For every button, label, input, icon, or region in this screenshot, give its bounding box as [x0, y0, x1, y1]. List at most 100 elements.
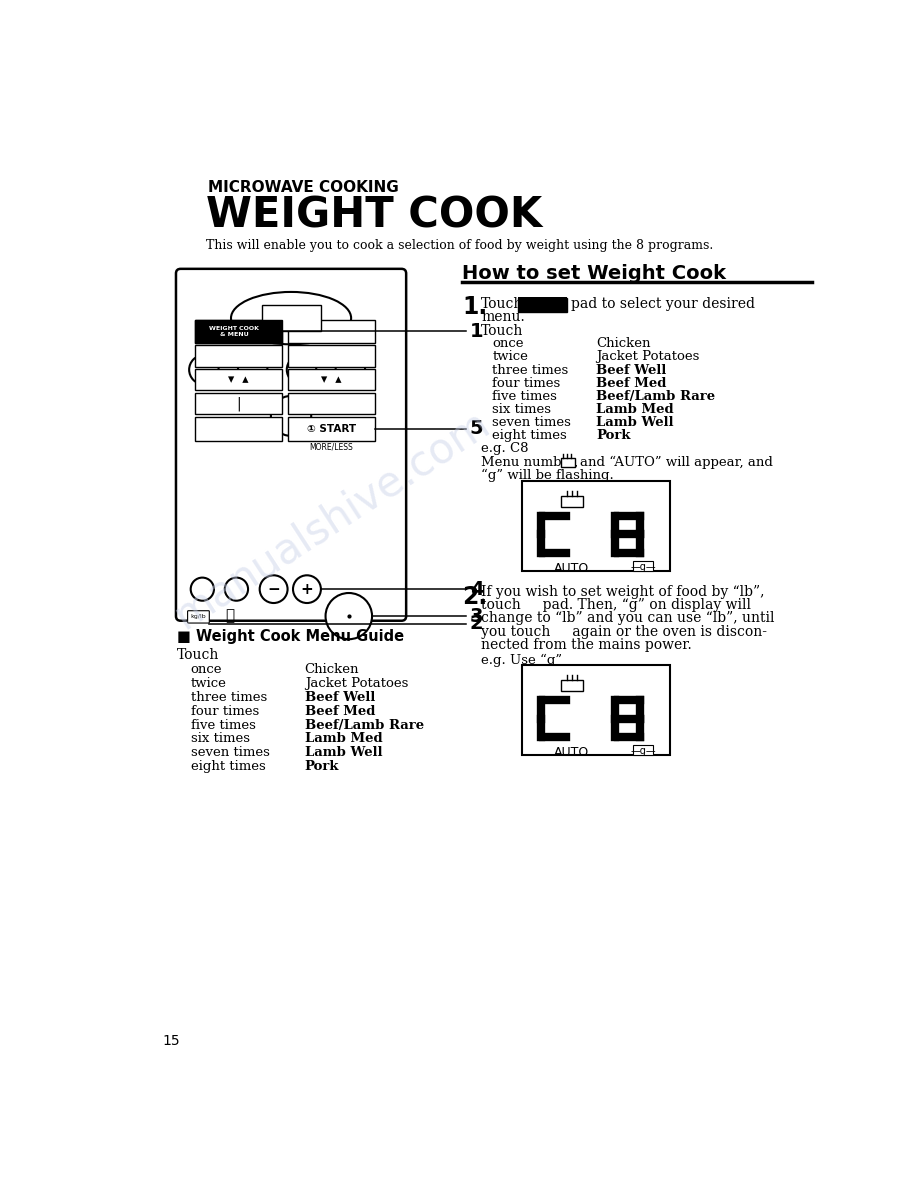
FancyBboxPatch shape	[195, 320, 282, 343]
FancyBboxPatch shape	[176, 268, 406, 620]
Text: e.g. Use “g”: e.g. Use “g”	[481, 653, 563, 668]
Text: Touch: Touch	[481, 324, 523, 339]
Text: Lamb Med: Lamb Med	[596, 403, 674, 416]
Text: eight times: eight times	[492, 429, 567, 442]
Text: AUTO: AUTO	[554, 746, 589, 759]
Text: “g” will be flashing.: “g” will be flashing.	[481, 469, 614, 482]
Text: ▾  ▴: ▾ ▴	[228, 373, 249, 386]
Text: change to “lb” and you can use “lb”, until: change to “lb” and you can use “lb”, unt…	[481, 612, 775, 626]
Text: 2: 2	[470, 614, 483, 633]
Text: |: |	[236, 397, 241, 411]
Text: six times: six times	[191, 732, 250, 745]
Text: kg/lb: kg/lb	[191, 614, 207, 619]
Text: Touch: Touch	[177, 649, 219, 663]
Text: seven times: seven times	[492, 416, 571, 429]
Text: 1.: 1.	[462, 295, 487, 320]
FancyBboxPatch shape	[633, 745, 654, 756]
Text: nected from the mains power.: nected from the mains power.	[481, 638, 692, 652]
Text: twice: twice	[191, 677, 227, 690]
Circle shape	[191, 577, 214, 601]
Text: five times: five times	[492, 390, 557, 403]
Text: menu.: menu.	[481, 310, 525, 324]
Text: Lamb Well: Lamb Well	[305, 746, 382, 759]
FancyBboxPatch shape	[561, 680, 583, 690]
Circle shape	[286, 355, 316, 385]
Circle shape	[238, 355, 267, 385]
Text: Touch: Touch	[481, 297, 523, 311]
Text: MORE/LESS: MORE/LESS	[309, 442, 353, 451]
Text: AUTO: AUTO	[554, 562, 589, 575]
FancyBboxPatch shape	[561, 459, 575, 468]
FancyBboxPatch shape	[287, 417, 375, 441]
Circle shape	[271, 396, 311, 436]
FancyBboxPatch shape	[287, 345, 375, 367]
Text: —g—: —g—	[631, 562, 656, 573]
FancyBboxPatch shape	[561, 497, 583, 507]
Text: WEIGHT COOK
& MENU: WEIGHT COOK & MENU	[521, 299, 565, 310]
Text: Beef/Lamb Rare: Beef/Lamb Rare	[305, 719, 424, 732]
Text: 4: 4	[470, 580, 483, 599]
Text: Chicken: Chicken	[305, 663, 359, 676]
Text: ▾  ▴: ▾ ▴	[321, 373, 341, 386]
Text: ■ Weight Cook Menu Guide: ■ Weight Cook Menu Guide	[177, 630, 404, 644]
Text: touch     pad. Then, “g” on display will: touch pad. Then, “g” on display will	[481, 599, 751, 612]
Text: 3: 3	[470, 607, 483, 626]
Ellipse shape	[231, 292, 351, 345]
Text: 5: 5	[470, 419, 483, 438]
Text: −: −	[267, 582, 280, 596]
FancyBboxPatch shape	[195, 393, 282, 415]
FancyBboxPatch shape	[521, 481, 669, 570]
FancyBboxPatch shape	[195, 417, 282, 441]
Text: Menu number,: Menu number,	[481, 456, 578, 469]
Text: and “AUTO” will appear, and: and “AUTO” will appear, and	[580, 456, 773, 469]
Text: Jacket Potatoes: Jacket Potatoes	[305, 677, 408, 690]
Text: once: once	[492, 337, 523, 350]
Text: seven times: seven times	[191, 746, 270, 759]
Text: Pork: Pork	[305, 760, 339, 773]
Text: five times: five times	[191, 719, 255, 732]
FancyBboxPatch shape	[521, 665, 669, 754]
FancyBboxPatch shape	[518, 298, 567, 312]
FancyBboxPatch shape	[195, 345, 282, 367]
Text: you touch     again or the oven is discon-: you touch again or the oven is discon-	[481, 625, 767, 639]
Text: four times: four times	[191, 704, 259, 718]
Text: +: +	[300, 582, 313, 596]
FancyBboxPatch shape	[287, 369, 375, 391]
Circle shape	[260, 575, 287, 604]
FancyBboxPatch shape	[633, 561, 654, 571]
Text: three times: three times	[191, 690, 267, 703]
FancyBboxPatch shape	[195, 369, 282, 391]
Text: Jacket Potatoes: Jacket Potatoes	[596, 350, 700, 364]
Text: Beef Med: Beef Med	[596, 377, 666, 390]
Circle shape	[189, 355, 218, 385]
Text: MICROWAVE COOKING: MICROWAVE COOKING	[207, 179, 398, 195]
Text: WEIGHT COOK
& MENU: WEIGHT COOK & MENU	[209, 326, 259, 336]
Circle shape	[326, 593, 372, 639]
Text: This will enable you to cook a selection of food by weight using the 8 programs.: This will enable you to cook a selection…	[207, 239, 713, 252]
FancyBboxPatch shape	[187, 611, 209, 623]
Text: —g—: —g—	[631, 746, 656, 757]
Circle shape	[225, 577, 248, 601]
Text: Beef Med: Beef Med	[305, 704, 375, 718]
Circle shape	[336, 355, 365, 385]
Text: 2.: 2.	[462, 586, 487, 609]
Text: ⌛: ⌛	[225, 608, 234, 624]
Text: eight times: eight times	[191, 760, 265, 773]
Text: Beef Well: Beef Well	[305, 690, 375, 703]
Circle shape	[293, 575, 321, 604]
Text: six times: six times	[492, 403, 551, 416]
Text: Beef/Lamb Rare: Beef/Lamb Rare	[596, 390, 715, 403]
Text: 1: 1	[470, 322, 483, 341]
Text: four times: four times	[492, 377, 560, 390]
Text: How to set Weight Cook: How to set Weight Cook	[462, 264, 726, 283]
FancyBboxPatch shape	[287, 393, 375, 415]
Text: manualshive.com: manualshive.com	[166, 402, 498, 638]
Text: Beef Well: Beef Well	[596, 364, 666, 377]
Text: Chicken: Chicken	[596, 337, 651, 350]
Text: Pork: Pork	[596, 429, 631, 442]
FancyBboxPatch shape	[287, 320, 375, 343]
Text: e.g. C8: e.g. C8	[481, 442, 529, 455]
Text: ① START: ① START	[307, 424, 356, 434]
Text: three times: three times	[492, 364, 568, 377]
Text: twice: twice	[492, 350, 528, 364]
